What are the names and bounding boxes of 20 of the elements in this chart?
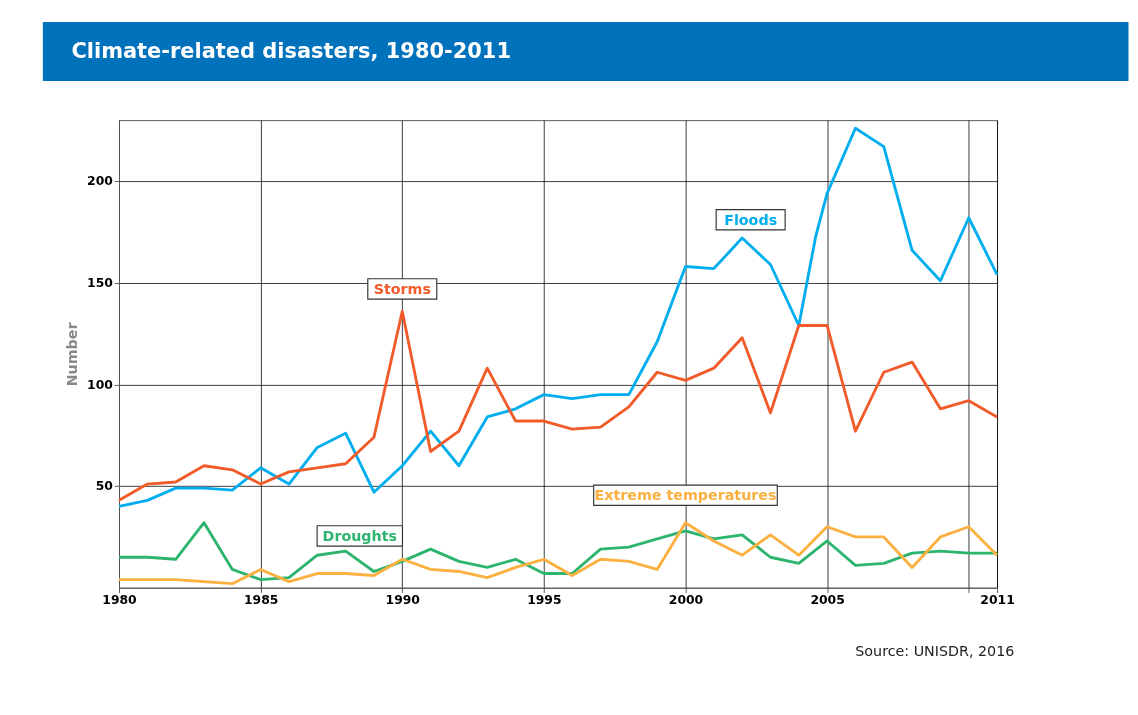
chart-title: Climate-related disasters, 1980-2011	[71, 39, 511, 64]
series-label: Droughts	[322, 527, 398, 544]
y-tick-label: 50	[95, 479, 114, 494]
y-tick-label: 200	[87, 174, 114, 189]
x-tick-label: 2000	[668, 593, 704, 608]
text: Extreme temperatures	[594, 487, 777, 503]
series-label: Floods	[724, 211, 778, 228]
y-axis-title: Number	[63, 322, 80, 387]
source-note: Source: UNISDR, 2016	[855, 643, 1015, 660]
x-tick-label: 2005	[810, 593, 845, 608]
x-tick-label: 1985	[243, 593, 279, 608]
y-tick-label: 100	[87, 377, 114, 392]
line-series	[117, 309, 999, 502]
x-tick-label: 1995	[527, 593, 562, 608]
x-tick-label: 1990	[385, 593, 421, 608]
y-tick-label: 150	[87, 276, 114, 291]
series-label: Storms	[373, 280, 431, 297]
x-tick-label: 1980	[102, 593, 138, 608]
line-series	[117, 126, 999, 508]
x-tick-label: 2011	[980, 593, 1015, 608]
